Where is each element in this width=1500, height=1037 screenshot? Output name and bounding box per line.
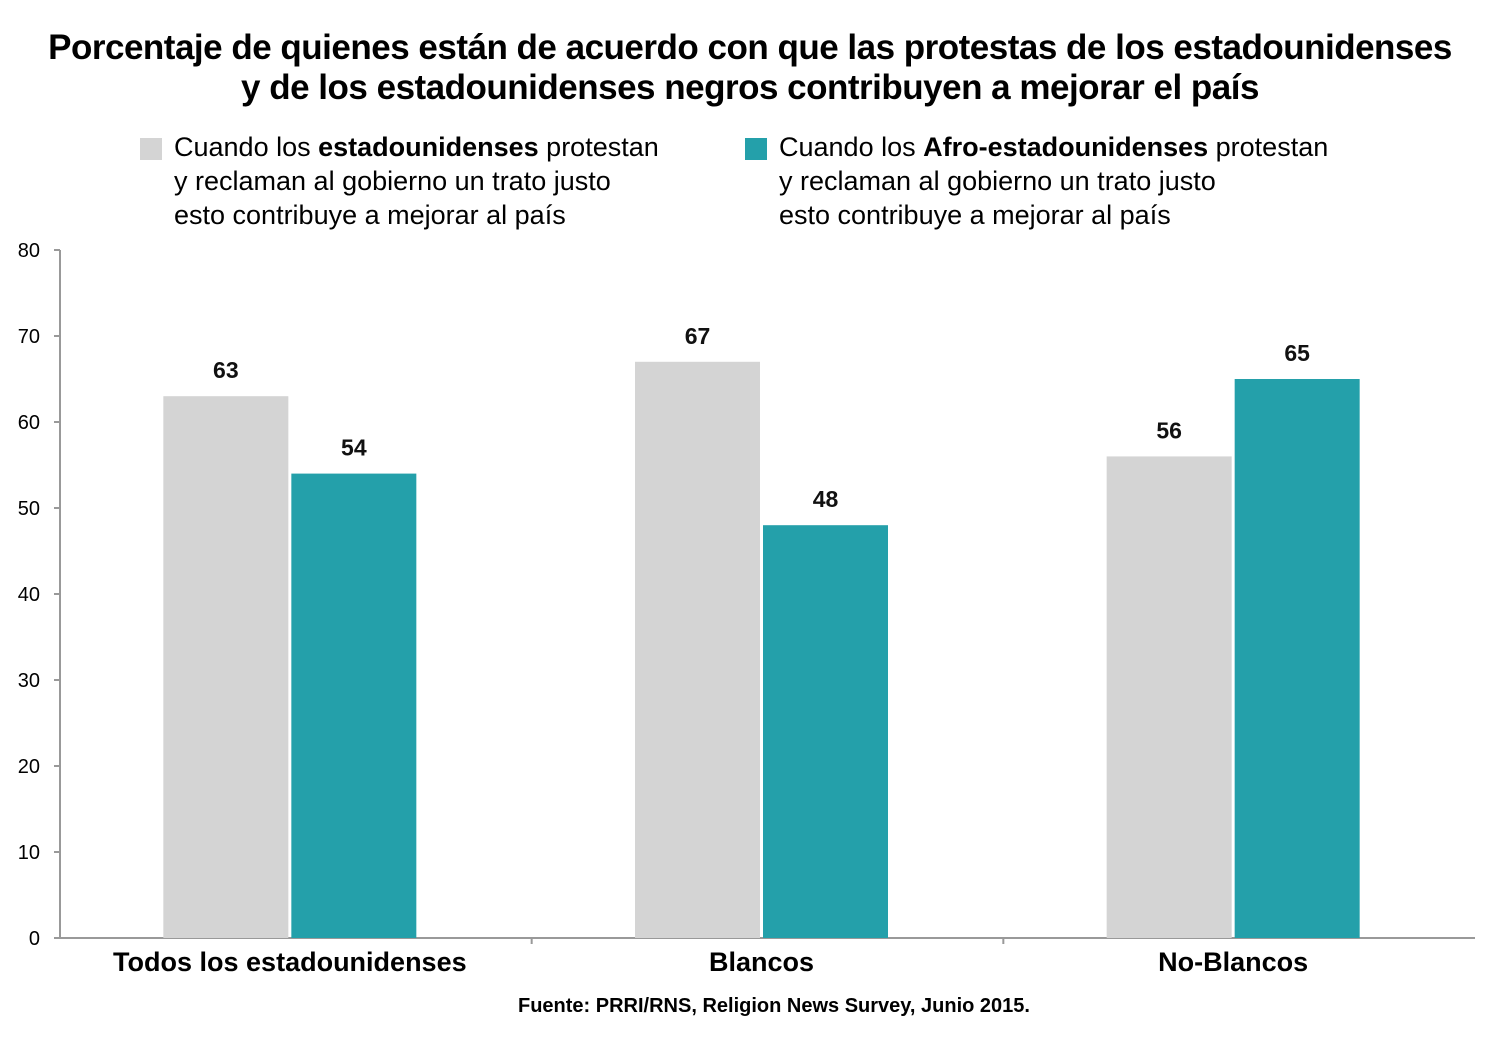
category-label: Todos los estadounidenses [113, 947, 467, 977]
chart-title: Porcentaje de quienes están de acuerdo c… [0, 28, 1500, 108]
bar-value-label: 54 [341, 435, 367, 461]
chart-title-line-2: y de los estadounidenses negros contribu… [241, 68, 1259, 107]
y-tick-label: 50 [18, 498, 40, 520]
legend-line-3: esto contribuye a mejorar al país [779, 200, 1171, 230]
y-tick-label: 70 [18, 326, 40, 348]
legend-text: Cuando los Afro-estadounidenses protesta… [779, 130, 1328, 232]
legend-bold: estadounidenses [318, 132, 539, 162]
bar-value-label: 63 [213, 357, 239, 383]
y-tick-label: 40 [18, 584, 40, 606]
legend-swatch-gray [140, 138, 162, 160]
legend-line-3: esto contribuye a mejorar al país [174, 200, 566, 230]
y-tick-label: 0 [29, 928, 40, 950]
category-label: No-Blancos [1158, 947, 1308, 977]
y-tick-label: 30 [18, 670, 40, 692]
y-tick-label: 10 [18, 842, 40, 864]
legend-prefix: Cuando los [174, 132, 319, 162]
y-tick-label: 60 [18, 412, 40, 434]
bar-estadounidenses [1106, 456, 1232, 938]
legend-line-2: y reclaman al gobierno un trato justo [174, 166, 611, 196]
chart-title-line-1: Porcentaje de quienes están de acuerdo c… [48, 28, 1452, 67]
category-label: Blancos [709, 947, 814, 977]
bar-afro-estadounidenses [763, 525, 888, 938]
legend-line-2: y reclaman al gobierno un trato justo [779, 166, 1216, 196]
legend-prefix: Cuando los [779, 132, 924, 162]
legend-bold: Afro-estadounidenses [923, 132, 1209, 162]
legend-line-1: Cuando los Afro-estadounidenses protesta… [779, 130, 1328, 164]
legend-suffix: protestan [1208, 132, 1329, 162]
legend-text: Cuando los estadounidenses protestan y r… [174, 130, 659, 232]
bar-value-label: 65 [1284, 340, 1310, 366]
bar-afro-estadounidenses [291, 473, 417, 938]
source-note: Fuente: PRRI/RNS, Religion News Survey, … [518, 995, 1030, 1017]
y-tick-label: 80 [18, 240, 40, 262]
legend-line-1: Cuando los estadounidenses protestan [174, 130, 659, 164]
bar-estadounidenses [163, 396, 289, 938]
bar-value-label: 56 [1156, 417, 1182, 443]
bar-value-label: 48 [813, 486, 839, 512]
legend-swatch-teal [745, 138, 767, 160]
legend-suffix: protestan [538, 132, 659, 162]
bar-afro-estadounidenses [1234, 379, 1360, 938]
bar-estadounidenses [635, 361, 760, 938]
y-tick-label: 20 [18, 756, 40, 778]
bar-value-label: 67 [685, 323, 711, 349]
